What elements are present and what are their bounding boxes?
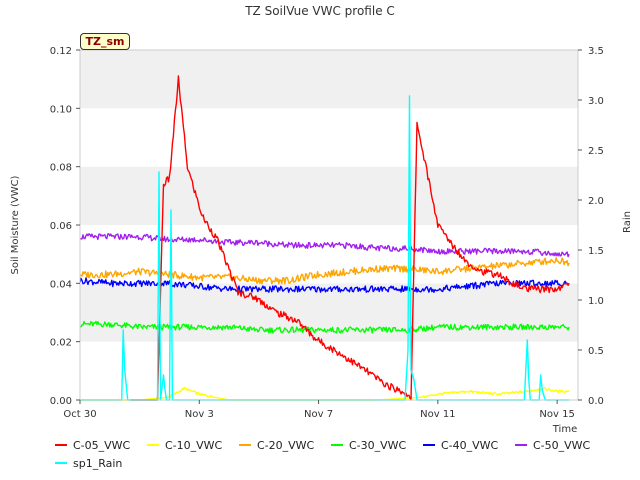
legend-label: C-20_VWC: [257, 438, 315, 452]
y2-tick-label: 3.5: [588, 46, 604, 57]
y-tick-label: 0.06: [50, 221, 72, 232]
legend-swatch: [515, 444, 527, 446]
legend-row: C-05_VWC C-10_VWC C-20_VWC C-30_VWC C-40_VWC…: [55, 436, 635, 454]
legend-swatch: [55, 462, 67, 464]
y-tick-label: 0.12: [50, 46, 72, 57]
y-tick-label: 0.02: [50, 338, 72, 349]
series-line-c-30-vwc: [79, 320, 570, 334]
legend-swatch: [331, 444, 343, 446]
y-tick-label: 0.10: [50, 104, 72, 115]
x-tick-label: Nov 15: [539, 409, 574, 420]
legend-item: C-20_VWC: [239, 439, 331, 452]
legend-swatch: [147, 444, 159, 446]
legend-swatch: [55, 444, 67, 446]
legend-item: C-10_VWC: [147, 439, 239, 452]
y2-tick-label: 2.5: [588, 146, 604, 157]
legend-item: C-40_VWC: [423, 439, 515, 452]
legend-label: C-30_VWC: [349, 438, 407, 452]
legend-swatch: [239, 444, 251, 446]
y2-tick-label: 0.5: [588, 346, 604, 357]
x-axis-label: Time: [552, 424, 577, 435]
y2-tick-label: 2.0: [588, 196, 604, 207]
legend-row: sp1_Rain: [55, 454, 635, 472]
y2-tick-label: 1.5: [588, 246, 604, 257]
y2-tick-label: 3.0: [588, 96, 604, 107]
x-tick-label: Nov 11: [420, 409, 455, 420]
legend-label: C-05_VWC: [73, 438, 131, 452]
y-tick-label: 0.00: [50, 396, 72, 407]
x-tick-label: Nov 3: [185, 409, 214, 420]
chart-title: TZ SoilVue VWC profile C: [244, 4, 395, 18]
legend-label: C-50_VWC: [533, 438, 591, 452]
y2-tick-label: 0.0: [588, 396, 604, 407]
y-tick-label: 0.04: [50, 279, 72, 290]
y-axis-label: Soil Moisture (VWC): [10, 175, 21, 274]
x-tick-label: Nov 7: [304, 409, 333, 420]
legend-swatch: [423, 444, 435, 446]
background-band: [80, 50, 578, 109]
x-tick-label: Oct 30: [63, 409, 96, 420]
series-line-c-05-vwc: [130, 75, 570, 401]
legend-label: C-10_VWC: [165, 438, 223, 452]
y2-tick-label: 1.0: [588, 296, 604, 307]
background-band: [80, 166, 578, 225]
legend-label: C-40_VWC: [441, 438, 499, 452]
background-band: [80, 283, 578, 342]
legend-item: C-30_VWC: [331, 439, 423, 452]
y2-axis-label: Rain: [622, 211, 633, 233]
background-band: [80, 108, 578, 167]
legend-item: C-05_VWC: [55, 439, 147, 452]
background-band: [80, 341, 578, 400]
legend-item: sp1_Rain: [55, 457, 147, 470]
series-line-c-40-vwc: [79, 277, 570, 293]
y-tick-label: 0.08: [50, 163, 72, 174]
background-band: [80, 225, 578, 284]
legend-label: sp1_Rain: [73, 456, 123, 470]
site-badge: TZ_sm: [80, 33, 130, 50]
legend-item: C-50_VWC: [515, 439, 607, 452]
legend: C-05_VWC C-10_VWC C-20_VWC C-30_VWC C-40_VWC…: [55, 436, 635, 472]
